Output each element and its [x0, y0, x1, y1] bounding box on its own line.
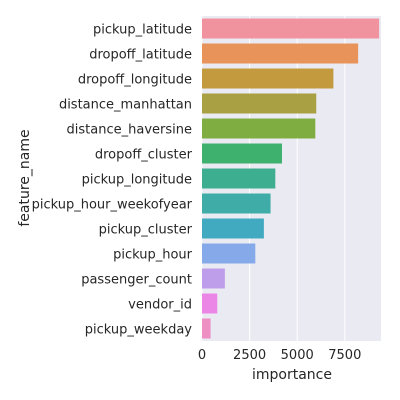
bar-dropoff-latitude: [202, 43, 359, 64]
bar-pickup-longitude: [202, 168, 276, 189]
y-tick-label: pickup_cluster: [99, 223, 193, 238]
bar-passenger-count: [202, 268, 225, 289]
x-axis-title: importance: [252, 367, 332, 383]
bar-pickup-hour: [202, 243, 256, 264]
bar-dropoff-longitude: [202, 68, 334, 89]
y-axis-title: feature_name: [17, 129, 33, 226]
x-tick-label: 7500: [328, 348, 361, 363]
bar-vendor-id: [202, 293, 218, 314]
y-tick-label: pickup_longitude: [82, 173, 192, 188]
y-tick-label: dropoff_latitude: [89, 48, 192, 63]
bar-distance-manhattan: [202, 93, 317, 114]
bar-pickup-hour-weekofyear: [202, 193, 271, 214]
x-tick-labels: 0 2500 5000 7500: [198, 348, 362, 363]
bar-pickup-cluster: [202, 218, 264, 239]
y-tick-label: pickup_latitude: [93, 23, 192, 38]
y-tick-labels: pickup_latitude dropoff_latitude dropoff_l…: [32, 23, 193, 338]
y-tick-label: pickup_weekday: [85, 323, 193, 338]
bar-dropoff-cluster: [202, 143, 282, 164]
bar-pickup-latitude: [202, 18, 380, 39]
bars: [202, 18, 380, 339]
bar-pickup-weekday: [202, 318, 211, 339]
y-tick-label: distance_haversine: [67, 123, 192, 138]
y-tick-label: passenger_count: [81, 273, 192, 288]
y-tick-label: pickup_hour: [113, 248, 193, 263]
y-tick-label: dropoff_cluster: [95, 148, 193, 163]
y-tick-label: vendor_id: [128, 298, 192, 313]
x-tick-label: 0: [198, 348, 206, 363]
y-tick-label: pickup_hour_weekofyear: [32, 198, 193, 213]
y-tick-label: distance_manhattan: [59, 98, 192, 113]
x-tick-label: 2500: [233, 348, 266, 363]
bar-distance-haversine: [202, 118, 316, 139]
x-tick-label: 5000: [281, 348, 314, 363]
y-tick-label: dropoff_longitude: [78, 73, 192, 88]
